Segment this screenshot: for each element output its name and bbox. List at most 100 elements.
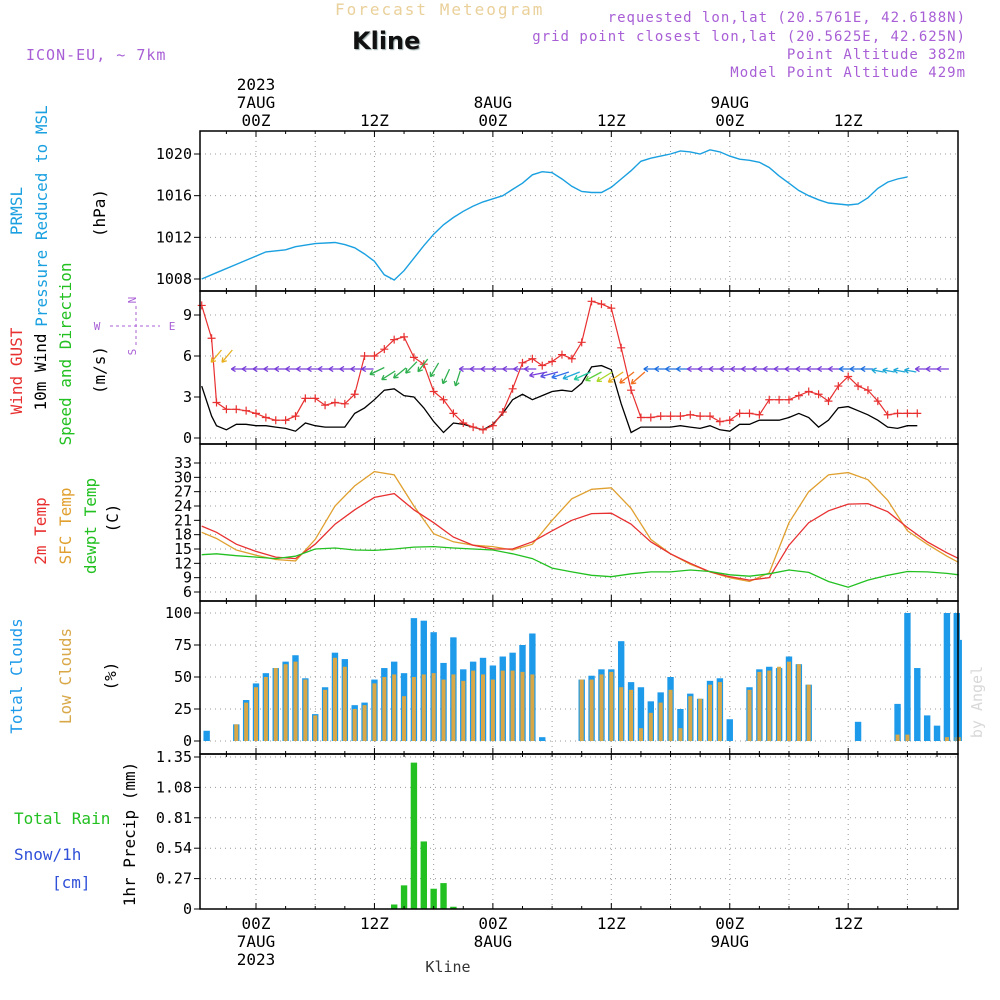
low-cloud-bar — [688, 696, 693, 741]
pressure-line — [201, 149, 908, 281]
gust-marker — [814, 390, 823, 399]
gust-marker — [755, 410, 764, 419]
t2m-label: 2m Temp — [31, 497, 50, 564]
time-label-top: 12Z — [834, 111, 863, 130]
y-tick-label: 0.27 — [156, 870, 192, 888]
panel-frame — [199, 130, 959, 292]
total-cloud-bar — [943, 613, 951, 741]
gust-marker — [479, 425, 488, 434]
wind-direction-arrow — [453, 370, 461, 387]
wind-direction-arrow — [361, 365, 374, 373]
wind-direction-arrow — [643, 365, 656, 373]
gust-marker — [538, 361, 547, 370]
rain-bar — [420, 841, 427, 909]
wind-direction-arrow — [719, 365, 732, 373]
low-cloud-bar — [234, 724, 239, 741]
wind-10m-label: 10m Wind — [31, 333, 50, 410]
gust-marker — [686, 410, 695, 419]
hpa-unit-label: (hPa) — [90, 189, 109, 237]
y-tick-label: 50 — [174, 668, 192, 686]
low-cloud-bar — [481, 674, 486, 741]
wind-gust-label: Wind GUST — [7, 327, 26, 414]
wind-direction-arrow — [306, 365, 320, 373]
time-label-top: 00Z — [242, 111, 271, 130]
wind-direction-arrow — [914, 365, 928, 373]
low-cloud-bar — [421, 674, 426, 741]
y-tick-label: 75 — [174, 636, 192, 654]
speed-direction-label: Speed and Direction — [56, 262, 75, 445]
wind-direction-arrow — [441, 368, 451, 385]
gust-marker — [893, 409, 902, 418]
wind-direction-arrow — [241, 365, 254, 373]
gust-marker — [775, 395, 784, 404]
gust-marker — [197, 301, 206, 310]
panel-frame — [199, 753, 959, 910]
gust-marker — [636, 413, 645, 422]
gust-marker — [804, 387, 813, 396]
gust-marker — [854, 382, 863, 391]
y-tick-label: 25 — [174, 700, 192, 718]
y-tick-label: 100 — [165, 604, 192, 622]
location-title: Kline — [352, 27, 421, 55]
low-cloud-bar — [323, 689, 328, 741]
wind-direction-arrow — [596, 371, 613, 383]
footer-location: Kline — [425, 958, 470, 976]
gust-marker — [488, 421, 497, 430]
wind-direction-arrow — [849, 365, 862, 373]
low-cloud-bar — [698, 698, 703, 741]
wind-direction-arrow — [827, 365, 841, 373]
gust-marker — [903, 409, 912, 418]
gust-marker — [607, 304, 616, 313]
total-cloud-bar — [854, 721, 862, 741]
y-tick-label: 1020 — [156, 145, 192, 163]
rain-bar — [450, 906, 457, 909]
panel-frame — [199, 290, 959, 445]
rain-bar — [430, 888, 437, 909]
time-label-bottom: 12Z — [360, 914, 389, 933]
wind-direction-arrow — [893, 367, 906, 374]
model-point-altitude: Model Point Altitude 429m — [730, 65, 966, 81]
y-tick-label: 1.08 — [156, 778, 192, 796]
gust-marker — [696, 412, 705, 421]
wind-direction-arrow — [221, 349, 233, 363]
wind-direction-arrow — [675, 365, 689, 373]
gust-marker — [301, 394, 310, 403]
low-cloud-bar — [352, 709, 357, 741]
low-cloud-bar — [411, 677, 416, 741]
gust-marker — [844, 372, 853, 381]
y-tick-label: 6 — [183, 347, 192, 365]
compass-cross — [110, 306, 160, 346]
wind-direction-arrow — [317, 365, 330, 373]
total-clouds-label: Total Clouds — [7, 618, 26, 734]
time-label-bottom: 12Z — [834, 914, 863, 933]
wind-direction-arrow — [925, 365, 938, 373]
y-tick-label: 1008 — [156, 270, 192, 288]
wind-direction-arrow — [817, 365, 830, 373]
gust-marker — [863, 386, 872, 395]
y-tick-label: 33 — [174, 454, 192, 472]
wind-direction-arrow — [619, 371, 635, 384]
low-cloud-bar — [520, 671, 525, 741]
gust-marker — [498, 408, 507, 417]
total-cloud-bar — [203, 730, 210, 741]
sfc-temp-label: SFC Temp — [56, 487, 75, 564]
gust-marker — [577, 338, 586, 347]
y-tick-label: 1012 — [156, 228, 192, 246]
gust-marker — [617, 343, 626, 352]
rain-bar — [440, 883, 447, 909]
time-label-bottom: 7AUG — [237, 932, 276, 951]
percent-unit-label: (%) — [101, 662, 120, 691]
total-cloud-bar — [637, 687, 645, 741]
total-cloud-bar — [923, 715, 931, 741]
time-label-top: 8AUG — [474, 93, 513, 112]
wind-direction-arrow — [784, 365, 797, 373]
low-cloud-bar — [796, 664, 801, 741]
wind-direction-arrow — [328, 365, 341, 373]
low-cloud-bar — [342, 666, 347, 741]
time-label-bottom: 8AUG — [474, 932, 513, 951]
total-cloud-bar — [904, 613, 911, 741]
gust-marker — [834, 382, 843, 391]
low-cloud-bar — [579, 679, 584, 741]
y-tick-label: 24 — [174, 497, 192, 515]
wind-direction-arrow — [417, 358, 429, 373]
